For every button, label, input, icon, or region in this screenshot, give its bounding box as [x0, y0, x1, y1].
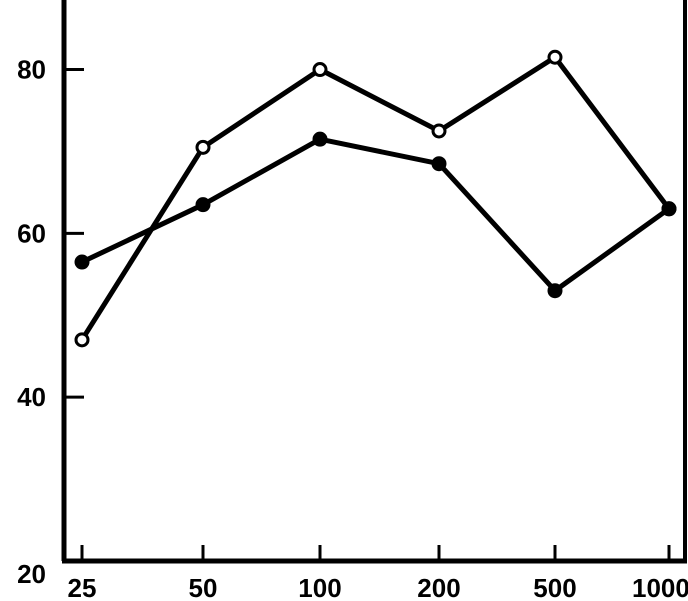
axes	[61, 0, 687, 564]
open-data-point	[547, 49, 563, 65]
x-tick-label: 1000	[632, 573, 688, 601]
open-data-point	[312, 62, 328, 78]
filled-data-point	[661, 201, 677, 217]
x-ticks: 25 50 100 200 500 1000	[68, 545, 688, 601]
y-tick-label: 60	[17, 218, 46, 248]
open-data-point	[195, 139, 211, 155]
filled-data-point	[431, 156, 447, 172]
y-tick-label: 20	[17, 559, 46, 589]
filled-data-point	[74, 254, 90, 270]
filled-data-point	[195, 197, 211, 213]
filled-marker-series-line	[80, 136, 671, 294]
open-data-point	[74, 332, 90, 348]
x-tick-label: 25	[68, 573, 97, 601]
x-tick-label: 500	[533, 573, 576, 601]
y-tick-label: 40	[17, 382, 46, 412]
x-tick-label: 100	[298, 573, 341, 601]
open-data-point	[431, 123, 447, 139]
x-tick-label: 200	[417, 573, 460, 601]
open-marker-series-line	[79, 54, 671, 342]
filled-data-point	[312, 131, 328, 147]
y-tick-label: 80	[17, 55, 46, 85]
filled-data-point	[547, 283, 563, 299]
x-tick-label: 50	[189, 573, 218, 601]
series-group	[74, 49, 677, 348]
y-ticks: 20 40 60 80	[17, 55, 84, 589]
